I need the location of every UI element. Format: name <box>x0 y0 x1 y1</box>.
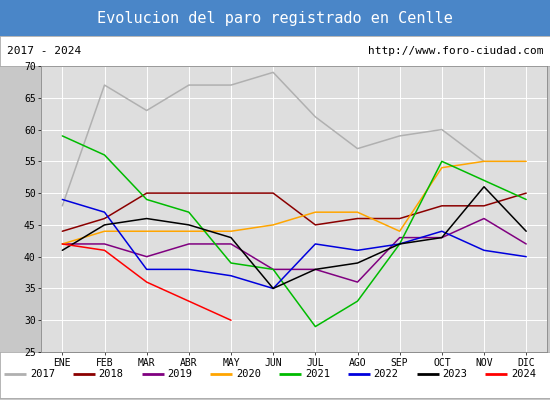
Text: 2017: 2017 <box>30 369 55 379</box>
Text: 2017 - 2024: 2017 - 2024 <box>7 46 81 56</box>
Text: 2020: 2020 <box>236 369 261 379</box>
Text: 2021: 2021 <box>305 369 330 379</box>
Text: 2023: 2023 <box>442 369 468 379</box>
Text: http://www.foro-ciudad.com: http://www.foro-ciudad.com <box>368 46 543 56</box>
Text: 2018: 2018 <box>99 369 124 379</box>
Text: 2022: 2022 <box>374 369 399 379</box>
Text: Evolucion del paro registrado en Cenlle: Evolucion del paro registrado en Cenlle <box>97 10 453 26</box>
Text: 2019: 2019 <box>167 369 192 379</box>
Text: 2024: 2024 <box>512 369 536 379</box>
